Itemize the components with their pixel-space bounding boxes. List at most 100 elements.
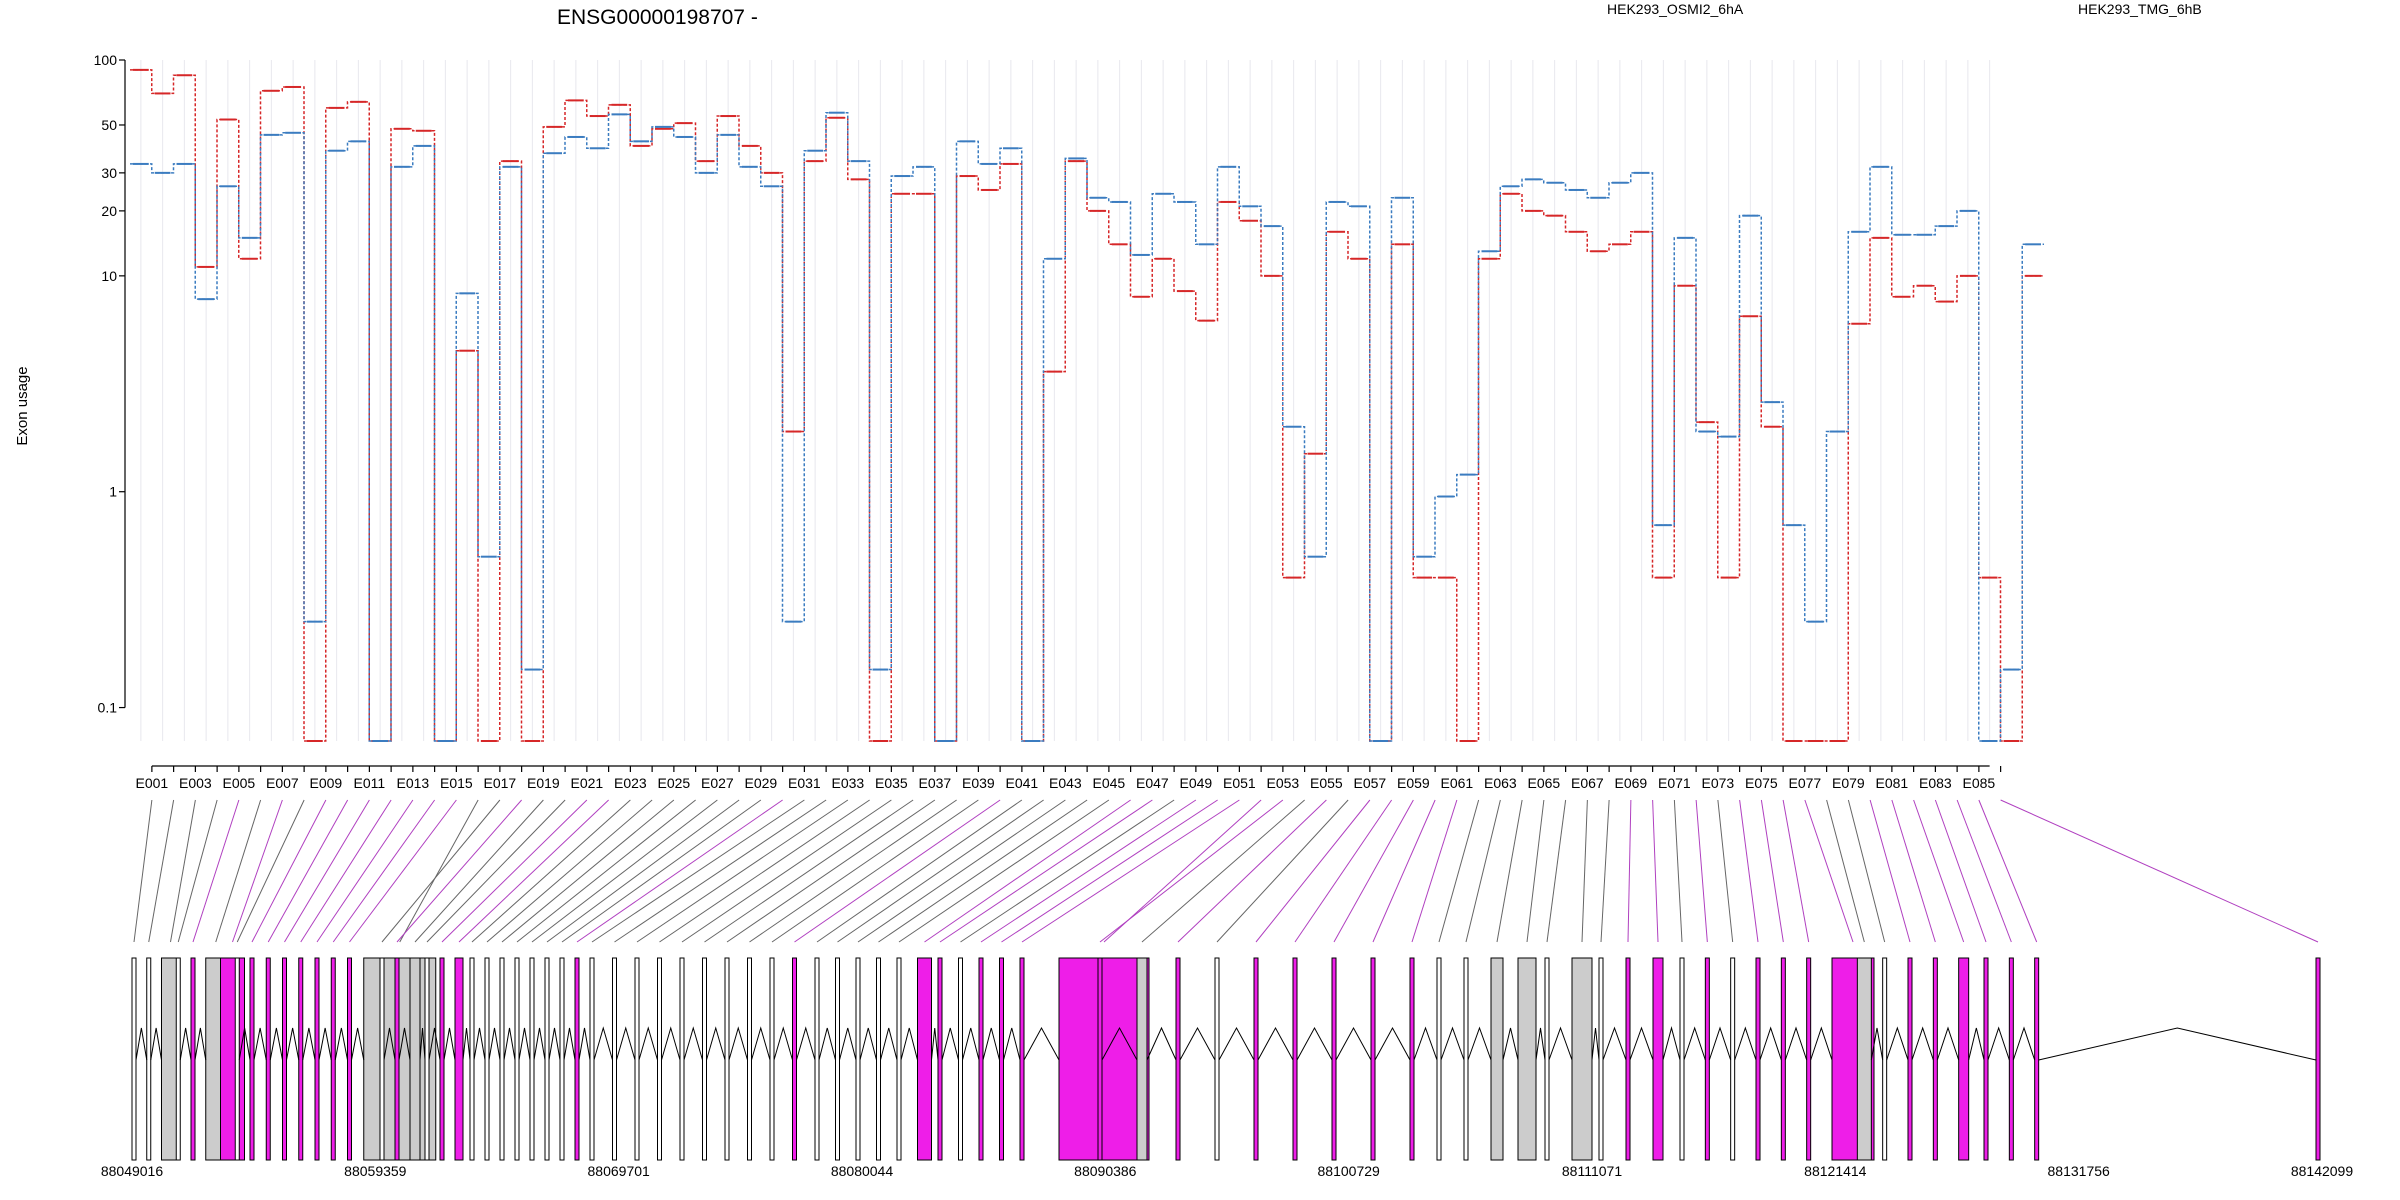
connector-line bbox=[1141, 799, 1305, 943]
genome-coordinate-label: 88142099 bbox=[2291, 1163, 2354, 1179]
x-tick-label: E069 bbox=[1615, 775, 1648, 791]
intron-line bbox=[473, 1027, 486, 1061]
exon-box bbox=[347, 957, 352, 1161]
x-tick-label: E053 bbox=[1267, 775, 1300, 791]
intron-line bbox=[683, 1026, 703, 1061]
x-tick-label: E019 bbox=[527, 775, 560, 791]
intron-line bbox=[351, 1027, 365, 1061]
y-tick-label: 1 bbox=[109, 484, 117, 500]
genome-coordinate-label: 88100729 bbox=[1318, 1163, 1381, 1179]
exon-box bbox=[1704, 957, 1710, 1161]
intron-line bbox=[578, 1027, 591, 1061]
exon-box bbox=[1544, 957, 1550, 1161]
connector-line bbox=[458, 799, 609, 943]
intron-line bbox=[286, 1027, 300, 1061]
exon-box bbox=[131, 957, 137, 1161]
intron-line bbox=[462, 1027, 471, 1061]
intron-line bbox=[661, 1026, 681, 1061]
intron-line bbox=[796, 1026, 816, 1061]
exon-box bbox=[1409, 957, 1415, 1161]
exon-box bbox=[634, 957, 640, 1161]
exon-box bbox=[1136, 957, 1148, 1161]
x-tick-label: E063 bbox=[1484, 775, 1517, 791]
intron-line bbox=[593, 1026, 613, 1061]
x-tick-label: E011 bbox=[354, 775, 386, 791]
exon-box bbox=[1932, 957, 1938, 1161]
intron-line bbox=[1467, 1026, 1492, 1061]
intron-line bbox=[334, 1027, 348, 1061]
intron-line bbox=[616, 1026, 636, 1061]
connector-line bbox=[681, 799, 892, 943]
y-tick-label: 100 bbox=[94, 52, 118, 68]
intron-line bbox=[428, 1027, 441, 1061]
intron-line bbox=[1759, 1026, 1782, 1061]
genome-coordinate-label: 88131756 bbox=[2048, 1163, 2111, 1179]
intron-line bbox=[1591, 1027, 1600, 1061]
connector-line bbox=[614, 799, 827, 943]
exon-box bbox=[917, 957, 932, 1161]
exon-connector-lines bbox=[133, 799, 2319, 943]
x-tick-label: E017 bbox=[484, 775, 517, 791]
intron-line bbox=[962, 1027, 980, 1061]
connector-line bbox=[749, 799, 957, 943]
connector-line bbox=[1465, 799, 1501, 943]
connector-line bbox=[471, 799, 631, 943]
connector-line bbox=[236, 799, 305, 943]
x-tick-label: E023 bbox=[614, 775, 647, 791]
exon-box bbox=[1253, 957, 1259, 1161]
exon-box bbox=[2034, 957, 2040, 1161]
exon-box bbox=[1175, 957, 1181, 1161]
intron-line bbox=[706, 1026, 726, 1061]
connector-line bbox=[1411, 799, 1458, 943]
x-tick-label: E021 bbox=[571, 775, 604, 791]
intron-line bbox=[563, 1027, 576, 1061]
intron-line bbox=[1987, 1026, 2010, 1061]
intron-line bbox=[1218, 1026, 1255, 1061]
intron-line bbox=[1870, 1027, 1884, 1061]
exon-box bbox=[190, 957, 196, 1161]
intron-line bbox=[533, 1027, 546, 1061]
intron-line bbox=[1374, 1026, 1411, 1061]
x-tick-label: E037 bbox=[919, 775, 952, 791]
genome-coordinate-label: 88111071 bbox=[1562, 1163, 1622, 1179]
intron-line bbox=[1257, 1026, 1294, 1061]
x-tick-label: E025 bbox=[658, 775, 691, 791]
intron-line bbox=[1296, 1026, 1333, 1061]
x-tick-label: E043 bbox=[1049, 775, 1082, 791]
y-tick-label: 10 bbox=[101, 268, 117, 284]
connector-line bbox=[636, 799, 849, 943]
exon-box bbox=[1625, 957, 1631, 1161]
connector-line bbox=[1021, 799, 1240, 943]
gene-model bbox=[131, 957, 2321, 1161]
intron-line bbox=[318, 1027, 332, 1061]
intron-line bbox=[1683, 1026, 1706, 1061]
grid-lines bbox=[140, 60, 1991, 741]
connector-line bbox=[591, 799, 805, 943]
intron-line bbox=[638, 1026, 658, 1061]
connector-line bbox=[192, 799, 240, 943]
exon-box bbox=[1331, 957, 1337, 1161]
connector-line bbox=[1804, 799, 1854, 943]
intron-line bbox=[1335, 1026, 1372, 1061]
exon-box bbox=[855, 957, 861, 1161]
connector-line bbox=[1891, 799, 1936, 943]
exon-box bbox=[1571, 957, 1593, 1161]
connector-line bbox=[1216, 799, 1349, 943]
exon-box bbox=[1517, 957, 1537, 1161]
exon-box bbox=[220, 957, 245, 1161]
intron-line bbox=[238, 1027, 251, 1061]
exon-box bbox=[1436, 957, 1442, 1161]
connector-line bbox=[576, 799, 783, 943]
connector-line bbox=[1177, 799, 1327, 943]
connector-line bbox=[267, 799, 349, 943]
exon-box bbox=[484, 957, 490, 1161]
exon-box bbox=[1856, 957, 1872, 1161]
connector-line bbox=[1956, 799, 2012, 943]
connector-line bbox=[284, 799, 370, 943]
exon-box bbox=[747, 957, 752, 1161]
exon-box bbox=[1214, 957, 1220, 1161]
exon-box bbox=[1679, 957, 1685, 1161]
connector-line bbox=[1739, 799, 1759, 943]
intron-line bbox=[773, 1026, 793, 1061]
exon-box bbox=[394, 957, 400, 1161]
